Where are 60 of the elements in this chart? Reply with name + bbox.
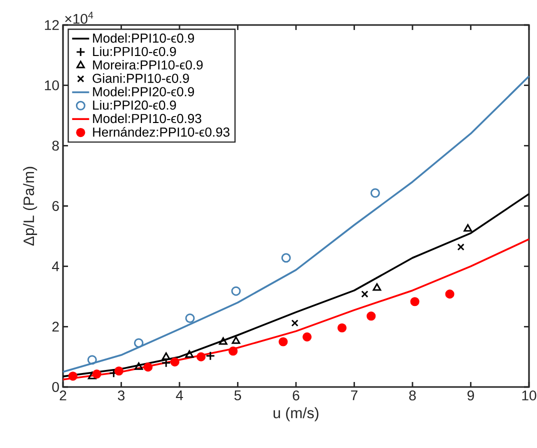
point [361, 290, 368, 298]
legend-label: Liu:PPI10-ϵ0.9 [93, 46, 176, 56]
legend-label: Hernández:PPI10-ϵ0.93 [93, 126, 230, 137]
x-tick-label: 4 [176, 390, 183, 400]
point [228, 346, 238, 356]
point [291, 319, 298, 327]
y-tick-label: 12 [44, 20, 59, 30]
legend-label: Model:PPI20-ϵ0.9 [93, 86, 194, 96]
point [232, 336, 240, 344]
y-tick-label: 6 [52, 201, 59, 211]
point [196, 352, 206, 362]
x-tick-label: 7 [351, 390, 358, 400]
legend-label: Giani:PPI10-ϵ0.9 [92, 73, 189, 83]
point [162, 352, 170, 360]
x-tick-label: 8 [409, 390, 416, 400]
y-tick-label: 10 [44, 80, 59, 90]
x-tick-label: 10 [522, 390, 536, 400]
point [68, 372, 78, 381]
legend-label: Model:PPI10-ϵ0.93 [93, 114, 202, 124]
point [410, 297, 420, 306]
x-tick-label: 2 [60, 390, 66, 400]
point [372, 283, 382, 291]
point [464, 224, 472, 232]
point [206, 351, 216, 361]
y-tick-label: 2 [52, 322, 59, 332]
point [87, 355, 97, 365]
point [114, 366, 124, 376]
point [337, 323, 347, 332]
y-tick-label: 0 [52, 382, 59, 392]
point [457, 243, 464, 251]
point [445, 290, 454, 299]
y-tick-label: 8 [52, 140, 59, 151]
x-tick-label: 9 [468, 390, 474, 400]
point [278, 337, 288, 346]
point [134, 362, 143, 370]
legend-label: Moreira:PPI10-ϵ0.9 [93, 60, 203, 70]
point [231, 286, 241, 296]
x-tick-label: 3 [118, 390, 125, 400]
point [143, 362, 153, 372]
point [370, 188, 380, 198]
y-tick-label: 4 [52, 262, 60, 272]
legend-label: Liu:PPI20-ϵ0.9 [93, 100, 176, 110]
line-series [62, 75, 530, 373]
point [170, 357, 180, 367]
x-tick-label: 5 [234, 390, 242, 400]
point [366, 312, 376, 321]
point [185, 313, 195, 323]
point [302, 332, 312, 342]
point [134, 338, 144, 348]
text: ×10$^{4}$ [65, 12, 94, 24]
line-series [62, 193, 530, 378]
point [281, 253, 291, 263]
legend-label: Model:PPI10-ϵ0.9 [93, 33, 194, 43]
point [92, 369, 102, 379]
point [88, 372, 96, 380]
point [185, 350, 194, 358]
x-axis-title: u (m/s) [274, 407, 318, 422]
x-tick-label: 6 [292, 390, 300, 400]
y-axis-title: Δp/L (Pa/m) [23, 166, 38, 246]
point [218, 337, 228, 345]
